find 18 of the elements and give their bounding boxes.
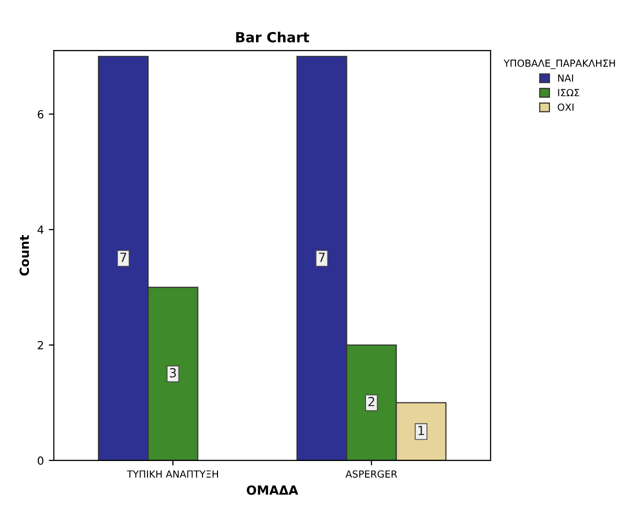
x-axis-title: ΟΜΑΔΑ	[246, 485, 298, 495]
data-label: 1	[418, 426, 424, 436]
data-label: 2	[368, 396, 374, 406]
x-tick-label: ΤΥΠΙΚΗ ΑΝΑΠΤΥΞΗ	[126, 470, 218, 478]
y-axis-title: Count	[20, 235, 30, 276]
y-tick-label: 6	[38, 110, 44, 118]
y-tick-label: 4	[38, 226, 44, 234]
data-label: 7	[120, 252, 126, 262]
legend-label: ΝΑΙ	[558, 74, 574, 82]
legend-label: ΙΣΩΣ	[558, 88, 580, 96]
data-label: 3	[170, 368, 176, 378]
y-tick-label: 2	[38, 340, 43, 350]
legend-label: ΟΧΙ	[558, 103, 574, 111]
chart-title: Bar Chart	[236, 32, 310, 42]
y-tick-label: 0	[38, 456, 44, 465]
data-label: 7	[318, 252, 325, 262]
legend-title: ΥΠΟΒΑΛΕ_ΠΑΡΑΚΛΗΣΗ	[504, 60, 615, 70]
x-tick-label: ASPERGER	[346, 470, 398, 478]
